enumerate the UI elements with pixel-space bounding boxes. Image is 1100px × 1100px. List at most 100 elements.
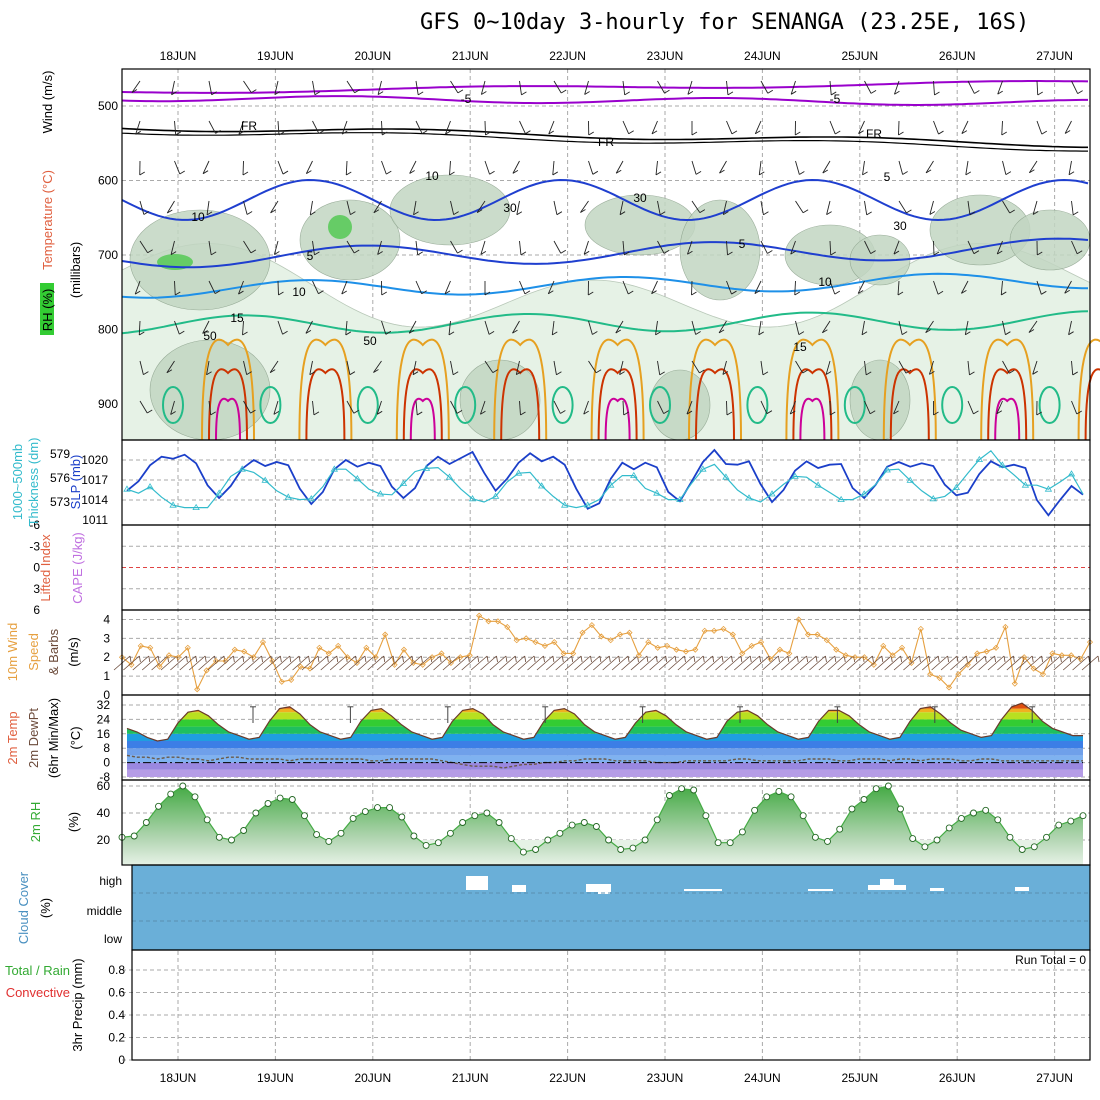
wind-barb	[305, 160, 313, 174]
wind-barb	[270, 200, 279, 214]
wind-barb	[1032, 200, 1038, 215]
wind-barb-flag	[938, 130, 944, 135]
wind-barb-flag	[175, 131, 181, 136]
contour-label: 50	[203, 329, 217, 343]
wind-barb	[718, 320, 727, 334]
wind-barb	[726, 80, 729, 95]
wind-barb	[894, 80, 900, 95]
temp2m-panel	[126, 702, 1083, 777]
temp-contour-warm	[215, 398, 241, 441]
ylabel-cape: CAPE (J/kg)	[70, 532, 85, 604]
wind-barb-10m	[207, 655, 225, 671]
wind-barb-flag	[722, 371, 729, 375]
wind-barb-flag	[274, 91, 281, 96]
wind-barb-10m-flag	[129, 655, 132, 663]
wind-barb	[450, 240, 458, 254]
wind-barb-10m	[1034, 655, 1052, 671]
wind-speed-marker	[466, 652, 473, 659]
wind-barb	[139, 400, 148, 414]
rh-shading-mid	[299, 199, 401, 281]
cloud-gap	[808, 889, 833, 891]
wind-speed-marker	[476, 612, 483, 619]
rh-marker	[483, 809, 491, 817]
wind-barb-flag	[1001, 131, 1007, 136]
wind-barb	[449, 160, 451, 175]
wind-barb	[1002, 360, 1010, 374]
rh-tick: 20	[97, 833, 111, 847]
wind-speed-marker	[1068, 652, 1075, 659]
wind-barb-10m	[489, 655, 507, 671]
ylabel-wind-units: (m/s)	[66, 637, 81, 667]
wind-barb	[651, 120, 658, 135]
wind-barb-flag	[314, 251, 320, 256]
rh-marker	[994, 816, 1002, 824]
wind-barb	[822, 160, 831, 174]
wind-barb	[588, 320, 593, 335]
wind-barb-10m-flag	[336, 655, 339, 663]
wind-barb-flag	[143, 371, 149, 375]
temp-contour-15	[121, 310, 1089, 335]
wind-barb-flag	[1009, 369, 1015, 374]
wind-barb-flag	[139, 331, 145, 336]
rh-marker	[155, 802, 162, 810]
ylabel-lifted-index: Lifted Index	[38, 534, 53, 602]
wind-barb	[1001, 120, 1003, 136]
wind-speed-marker	[184, 644, 191, 651]
wind-barb-flag	[412, 371, 419, 376]
wind-speed-marker	[682, 648, 689, 655]
wind-barb-flag	[615, 169, 622, 174]
wind-barb-10m-flag	[749, 655, 752, 663]
wind-speed-marker	[278, 678, 285, 685]
wind-barb	[588, 360, 597, 373]
wind-barb-10m-flag	[195, 655, 198, 663]
wind-barb-flag	[273, 411, 280, 415]
wind-barb-flag	[270, 209, 276, 214]
wind-barb-10m	[743, 655, 760, 671]
wind-barb-flag	[961, 130, 968, 134]
rh-marker	[568, 821, 576, 829]
wind-barb-flag	[965, 171, 972, 176]
wind-barb-10m	[245, 655, 262, 671]
wind-barb-flag	[691, 291, 697, 296]
rh-marker	[945, 824, 953, 832]
wind-speed-marker	[795, 616, 802, 623]
thickness-marker	[607, 481, 615, 488]
ylabel-2m-temp: 2m Temp	[5, 711, 20, 764]
rh-shading-mid	[459, 359, 541, 441]
wind-barb	[208, 120, 216, 134]
thickness-marker	[353, 475, 362, 482]
wind-barb	[864, 240, 872, 254]
wind-barb-10m	[658, 655, 676, 671]
wind-barb-10m	[818, 655, 836, 671]
wind-barb-10m	[884, 655, 901, 671]
wind-barb	[967, 240, 975, 254]
wind-speed-marker	[814, 631, 821, 638]
rh-area	[122, 786, 1083, 865]
wind-barb-flag	[250, 249, 257, 254]
wind-barb-flag	[905, 369, 912, 374]
wind-barb-flag	[373, 209, 380, 214]
rh-tick: 40	[97, 806, 111, 820]
wind-barb	[312, 280, 319, 294]
wind-barb	[760, 240, 768, 254]
ylabel-2m-rh: 2m RH	[28, 802, 43, 842]
temp-contour-warm	[395, 338, 450, 441]
wind-barb	[965, 160, 969, 175]
wind-barb	[243, 360, 248, 375]
wind-barb	[825, 360, 831, 375]
wind-barb-flag	[699, 369, 705, 374]
wind-speed-marker	[720, 625, 727, 632]
thickness-tick: 576	[50, 471, 70, 485]
wind-barb-flag	[687, 91, 694, 95]
contour-label: 30	[893, 219, 907, 233]
wind-barb-flag	[929, 211, 936, 215]
slp-line	[126, 448, 1084, 517]
wind-barb-flag	[830, 411, 836, 416]
wind-barb-10m	[780, 655, 798, 671]
wind-barb-flag	[251, 89, 257, 93]
date-label-bottom: 25JUN	[841, 1071, 878, 1085]
temp-tick: 0	[103, 756, 110, 770]
wind-speed-marker	[1039, 671, 1047, 678]
wind-barb-flag	[861, 331, 868, 336]
wind-barb-10m-flag	[966, 655, 968, 663]
